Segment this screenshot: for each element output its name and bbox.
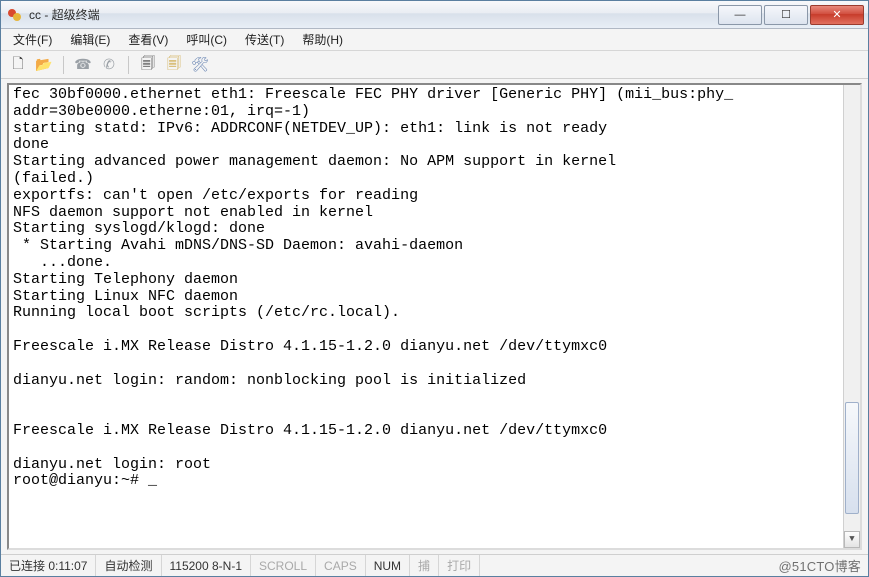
status-print: 打印 [439, 555, 480, 576]
terminal-output[interactable]: fec 30bf0000.ethernet eth1: Freescale FE… [7, 83, 862, 550]
menu-edit[interactable]: 编辑(E) [62, 29, 118, 50]
status-num: NUM [366, 555, 410, 576]
send-icon[interactable]: 🗐 [137, 54, 159, 76]
scroll-thumb[interactable] [845, 402, 859, 514]
toolbar: 🗋📂☎✆🗐🗐🛠 [1, 51, 868, 79]
open-icon[interactable]: 📂 [33, 54, 55, 76]
titlebar[interactable]: cc - 超级终端 — ☐ ✕ [1, 1, 868, 29]
hyperterminal-window: cc - 超级终端 — ☐ ✕ 文件(F)编辑(E)查看(V)呼叫(C)传送(T… [0, 0, 869, 577]
close-button[interactable]: ✕ [810, 5, 864, 25]
disconnect-icon[interactable]: ✆ [98, 54, 120, 76]
new-icon[interactable]: 🗋 [7, 54, 29, 76]
app-icon [7, 7, 23, 23]
status-connected: 已连接 0:11:07 [1, 555, 96, 576]
toolbar-separator [63, 56, 64, 74]
maximize-button[interactable]: ☐ [764, 5, 808, 25]
menubar: 文件(F)编辑(E)查看(V)呼叫(C)传送(T)帮助(H) [1, 29, 868, 51]
receive-icon[interactable]: 🗐 [163, 54, 185, 76]
menu-call[interactable]: 呼叫(C) [178, 29, 235, 50]
status-spacer [480, 555, 868, 576]
status-scroll: SCROLL [251, 555, 316, 576]
properties-icon[interactable]: 🛠 [189, 54, 211, 76]
statusbar: 已连接 0:11:07自动检测115200 8-N-1SCROLLCAPSNUM… [1, 554, 868, 576]
window-controls: — ☐ ✕ [716, 5, 864, 25]
menu-transfer[interactable]: 传送(T) [237, 29, 292, 50]
minimize-button[interactable]: — [718, 5, 762, 25]
status-port: 115200 8-N-1 [162, 555, 252, 576]
terminal-container: fec 30bf0000.ethernet eth1: Freescale FE… [1, 79, 868, 554]
menu-file[interactable]: 文件(F) [5, 29, 60, 50]
status-autodetect: 自动检测 [96, 555, 161, 576]
status-capture: 捕 [410, 555, 439, 576]
toolbar-separator [128, 56, 129, 74]
scroll-down-icon[interactable]: ▼ [844, 531, 860, 548]
connect-icon[interactable]: ☎ [72, 54, 94, 76]
scroll-track[interactable] [844, 102, 860, 531]
status-caps: CAPS [316, 555, 366, 576]
terminal-scrollbar[interactable]: ▲ ▼ [843, 85, 860, 548]
menu-view[interactable]: 查看(V) [120, 29, 176, 50]
window-title: cc - 超级终端 [29, 6, 716, 23]
terminal-text: fec 30bf0000.ethernet eth1: Freescale FE… [13, 87, 856, 490]
menu-help[interactable]: 帮助(H) [294, 29, 351, 50]
